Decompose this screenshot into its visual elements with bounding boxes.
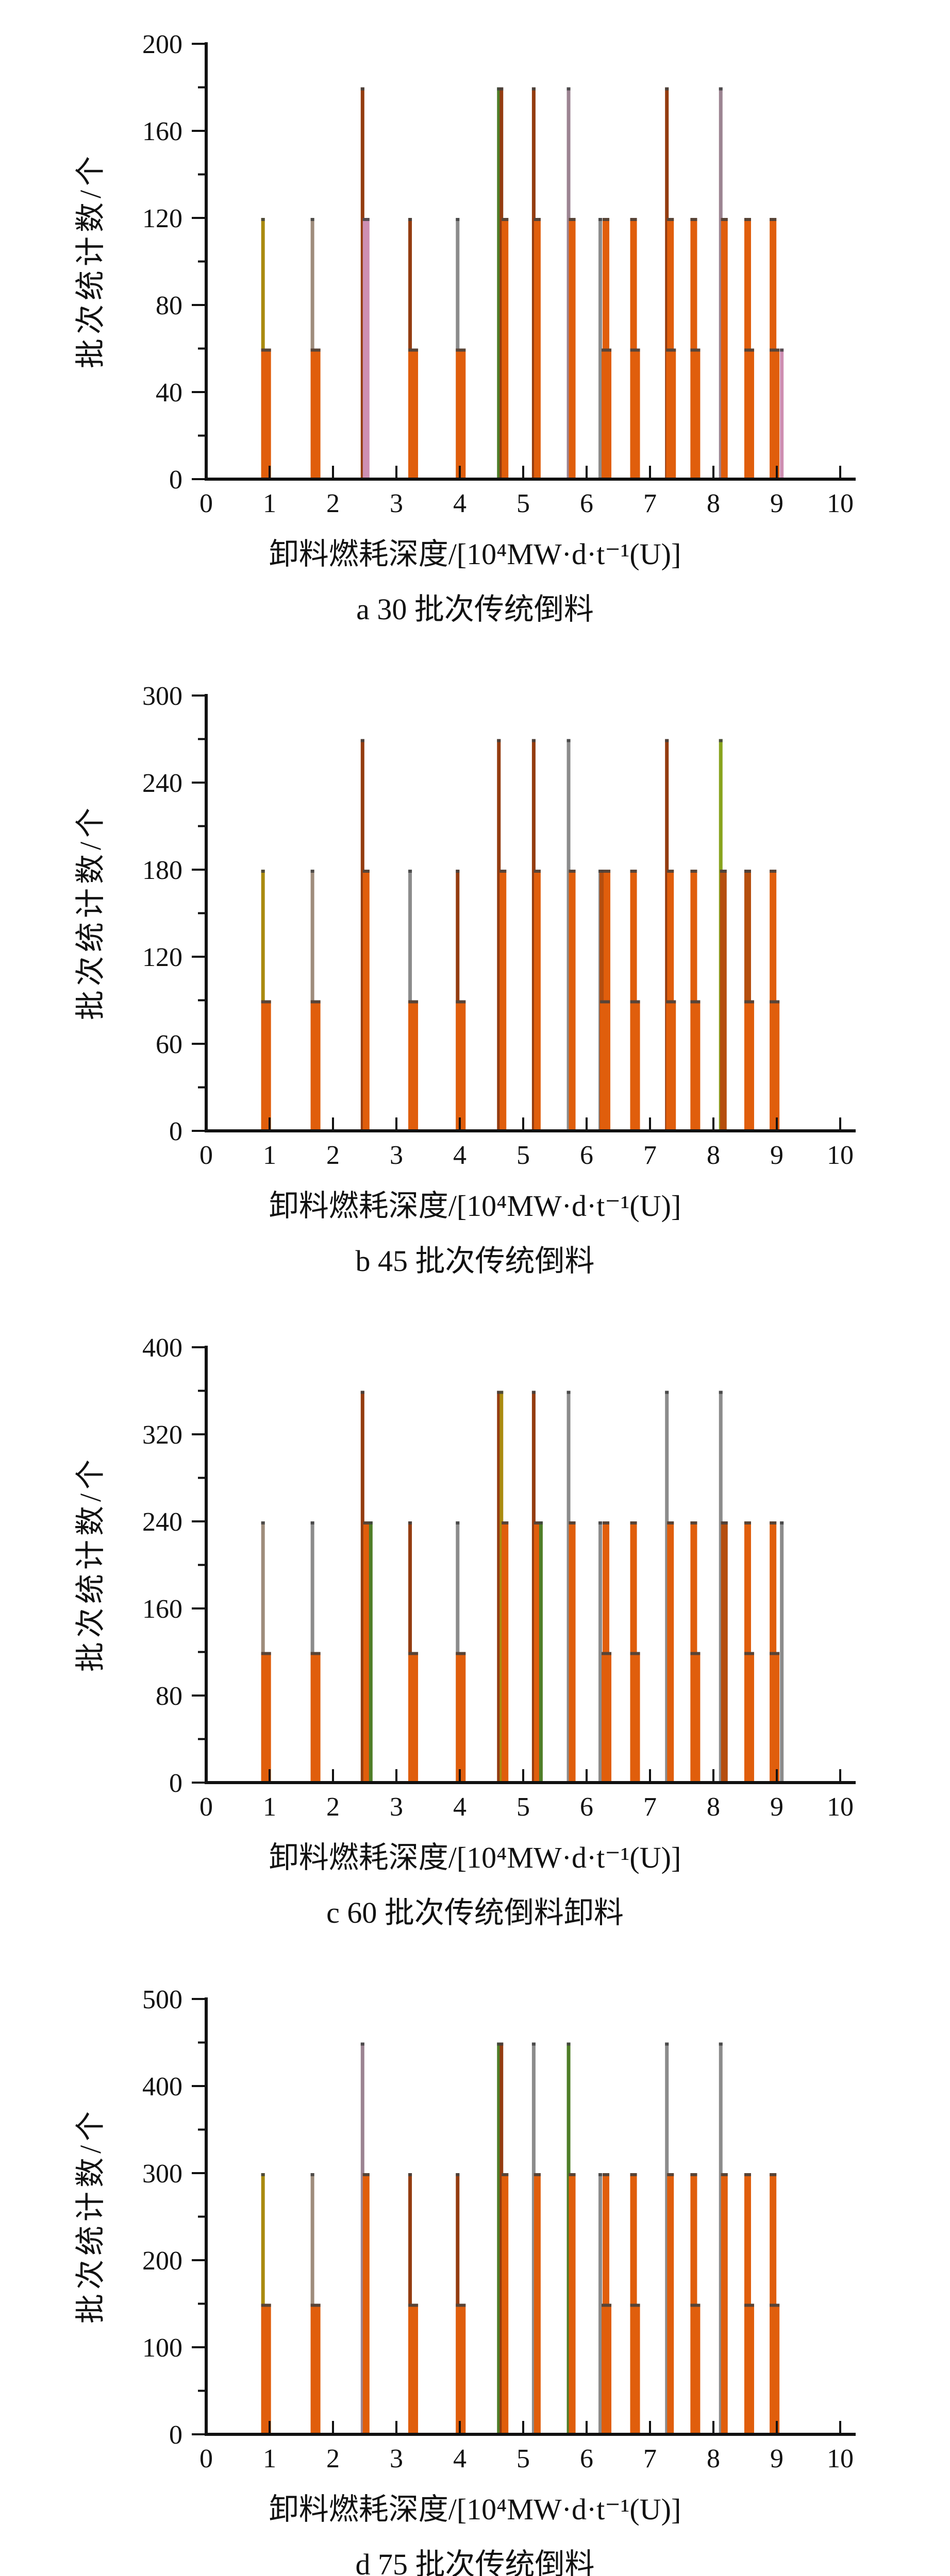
svg-text:2: 2 <box>326 1141 340 1170</box>
svg-text:120: 120 <box>142 204 182 233</box>
svg-text:9: 9 <box>770 2444 784 2473</box>
svg-text:8: 8 <box>707 2444 720 2473</box>
svg-text:8: 8 <box>707 1141 720 1170</box>
svg-text:320: 320 <box>142 1420 182 1450</box>
y-axis-label: 批次统计数/个 <box>74 2107 107 2324</box>
panel-caption-c: c 60 批次传统倒料卸料 <box>326 1896 624 1929</box>
svg-text:1: 1 <box>263 2444 276 2473</box>
svg-text:0: 0 <box>199 489 213 518</box>
svg-text:9: 9 <box>770 1141 784 1170</box>
svg-text:80: 80 <box>156 291 182 320</box>
svg-text:1: 1 <box>263 489 276 518</box>
svg-text:40: 40 <box>156 378 182 408</box>
svg-text:0: 0 <box>199 1792 213 1822</box>
svg-text:0: 0 <box>169 2420 182 2450</box>
chart-panel-b: 0 1 2 3 4 5 6 7 8 9 10 0 60 120 180 240 300 批次统计数/个 卸料燃耗… <box>0 652 950 1303</box>
svg-text:4: 4 <box>453 1792 466 1822</box>
chart-panel-c: 0 1 2 3 4 5 6 7 8 9 10 0 80 160 240 320 400 批次统计数/个 卸料燃耗… <box>0 1303 950 1955</box>
svg-text:6: 6 <box>580 2444 593 2473</box>
x-axis-label: 卸料燃耗深度/[10⁴MW·d·t⁻¹(U)] <box>269 1841 681 1874</box>
svg-text:100: 100 <box>142 2333 182 2363</box>
svg-text:3: 3 <box>390 489 403 518</box>
svg-text:80: 80 <box>156 1682 182 1711</box>
svg-text:60: 60 <box>156 1030 182 1059</box>
svg-text:240: 240 <box>142 1507 182 1537</box>
svg-text:9: 9 <box>770 1792 784 1822</box>
svg-text:5: 5 <box>516 1792 530 1822</box>
panel-caption-b: b 45 批次传统倒料 <box>355 1244 595 1278</box>
svg-text:200: 200 <box>142 2246 182 2276</box>
bar-plot-b: 0 1 2 3 4 5 6 7 8 9 10 0 60 120 180 240 300 <box>142 682 856 1170</box>
svg-text:1: 1 <box>263 1792 276 1822</box>
x-axis-label: 卸料燃耗深度/[10⁴MW·d·t⁻¹(U)] <box>269 1189 681 1223</box>
svg-text:400: 400 <box>142 1333 182 1363</box>
svg-text:120: 120 <box>142 943 182 972</box>
svg-text:8: 8 <box>707 489 720 518</box>
svg-text:300: 300 <box>142 2159 182 2189</box>
y-axis-label: 批次统计数/个 <box>74 151 107 369</box>
svg-text:500: 500 <box>142 1985 182 2014</box>
svg-text:10: 10 <box>827 1792 854 1822</box>
y-axis-label: 批次统计数/个 <box>74 803 107 1021</box>
svg-text:180: 180 <box>142 856 182 885</box>
svg-text:160: 160 <box>142 117 182 146</box>
svg-text:7: 7 <box>643 489 657 518</box>
svg-text:9: 9 <box>770 489 784 518</box>
svg-text:1: 1 <box>263 1141 276 1170</box>
panel-caption-a: a 30 批次传统倒料 <box>356 592 594 626</box>
svg-text:3: 3 <box>390 1792 403 1822</box>
svg-text:5: 5 <box>516 489 530 518</box>
chart-panel-a: 0 1 2 3 4 5 6 7 8 9 10 0 40 80 120 160 200 批次统计数/个 卸料燃耗深… <box>0 0 950 652</box>
svg-text:2: 2 <box>326 2444 340 2473</box>
svg-text:7: 7 <box>643 1141 657 1170</box>
x-axis-label: 卸料燃耗深度/[10⁴MW·d·t⁻¹(U)] <box>269 537 681 571</box>
svg-text:5: 5 <box>516 1141 530 1170</box>
svg-text:5: 5 <box>516 2444 530 2473</box>
x-axis-label: 卸料燃耗深度/[10⁴MW·d·t⁻¹(U)] <box>269 2493 681 2526</box>
svg-text:2: 2 <box>326 489 340 518</box>
svg-text:3: 3 <box>390 2444 403 2473</box>
svg-text:2: 2 <box>326 1792 340 1822</box>
panel-caption-d: d 75 批次传统倒料 <box>355 2548 595 2576</box>
svg-text:240: 240 <box>142 769 182 798</box>
chart-panel-d: 0 1 2 3 4 5 6 7 8 9 10 0 100 200 300 400 500 批次统计数/个 卸料燃… <box>0 1955 950 2576</box>
svg-text:4: 4 <box>453 1141 466 1170</box>
svg-text:4: 4 <box>453 2444 466 2473</box>
svg-text:10: 10 <box>827 2444 854 2473</box>
svg-text:200: 200 <box>142 30 182 59</box>
svg-text:160: 160 <box>142 1595 182 1624</box>
svg-text:7: 7 <box>643 2444 657 2473</box>
svg-text:400: 400 <box>142 2072 182 2102</box>
y-axis-label: 批次统计数/个 <box>74 1455 107 1672</box>
svg-text:4: 4 <box>453 489 466 518</box>
svg-text:10: 10 <box>827 1141 854 1170</box>
svg-text:300: 300 <box>142 682 182 711</box>
svg-text:3: 3 <box>390 1141 403 1170</box>
svg-text:10: 10 <box>827 489 854 518</box>
svg-text:0: 0 <box>199 1141 213 1170</box>
svg-text:6: 6 <box>580 1792 593 1822</box>
svg-text:7: 7 <box>643 1792 657 1822</box>
svg-text:0: 0 <box>169 465 182 495</box>
bar-plot-c: 0 1 2 3 4 5 6 7 8 9 10 0 80 160 240 320 400 <box>142 1333 856 1822</box>
svg-text:0: 0 <box>199 2444 213 2473</box>
bar-plot-a: 0 1 2 3 4 5 6 7 8 9 10 0 40 80 120 160 200 <box>142 30 856 518</box>
svg-text:6: 6 <box>580 489 593 518</box>
svg-text:0: 0 <box>169 1769 182 1798</box>
svg-text:0: 0 <box>169 1117 182 1146</box>
svg-text:6: 6 <box>580 1141 593 1170</box>
svg-text:8: 8 <box>707 1792 720 1822</box>
